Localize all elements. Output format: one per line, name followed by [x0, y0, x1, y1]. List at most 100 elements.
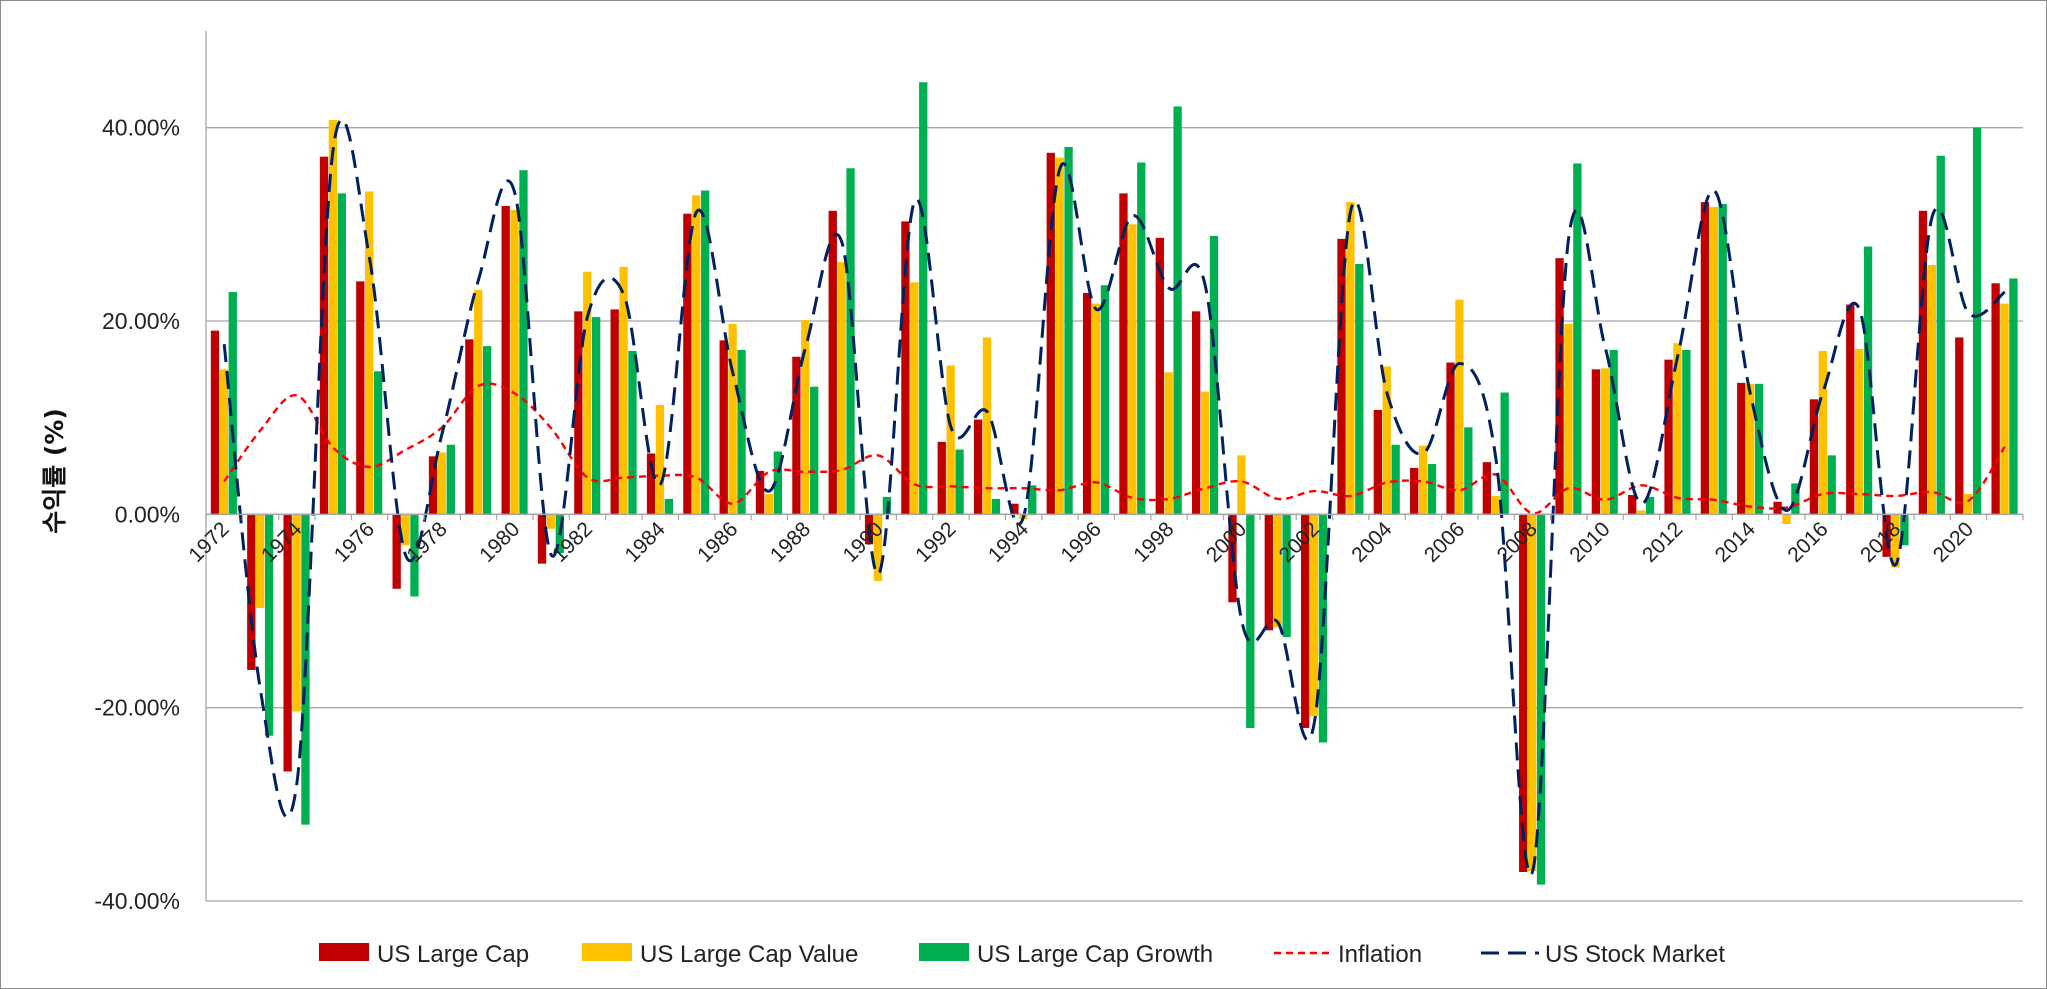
bar-us-large-cap: [973, 419, 983, 515]
bar-us-large-cap: [1482, 462, 1492, 515]
bar-us-large-cap-growth: [1137, 162, 1146, 515]
bar-us-large-cap-growth: [1209, 235, 1219, 515]
x-tick-label: 1986: [693, 518, 742, 567]
line-us-stock-market: [222, 118, 2006, 877]
bar-us-large-cap-value: [1200, 391, 1210, 515]
bar-us-large-cap-value: [1709, 206, 1718, 515]
x-tick-label: 1992: [911, 518, 960, 567]
bar-us-large-cap: [1046, 152, 1055, 515]
legend-label-inflation: Inflation: [1338, 941, 1422, 968]
bar-us-large-cap-growth: [737, 350, 746, 515]
bar-us-large-cap-value: [1164, 372, 1173, 515]
bar-us-large-cap-growth: [1718, 204, 1727, 515]
bar-us-large-cap-value: [728, 323, 737, 515]
legend-label-us-large-cap-value: US Large Cap Value: [640, 941, 858, 968]
bar-us-large-cap: [1010, 503, 1019, 515]
bar-us-large-cap-growth: [1391, 444, 1400, 515]
bar-us-large-cap-value: [1418, 445, 1428, 515]
bar-us-large-cap-growth: [1427, 464, 1437, 515]
bar-us-large-cap-growth: [1972, 127, 1982, 515]
bar-us-large-cap: [1591, 369, 1601, 515]
bar-us-large-cap-growth: [1609, 350, 1618, 515]
bar-us-large-cap-growth: [1827, 455, 1836, 515]
bar-us-large-cap-value: [1346, 202, 1355, 515]
bar-us-large-cap: [1809, 399, 1819, 515]
legend-label-us-large-cap: US Large Cap: [377, 941, 529, 968]
bar-us-large-cap-value: [764, 494, 774, 515]
y-axis-label: 수익률 (%): [40, 408, 69, 534]
bar-us-large-cap-growth: [1791, 483, 1800, 515]
bar-us-large-cap-value: [256, 514, 265, 609]
bar-us-large-cap-value: [692, 195, 701, 515]
bar-us-large-cap: [1264, 514, 1273, 631]
x-tick-label: 2004: [1347, 517, 1397, 567]
x-tick-label: 1982: [548, 518, 597, 567]
bar-us-large-cap: [646, 453, 656, 515]
x-tick-label: 2012: [1638, 518, 1687, 567]
bar-us-large-cap-growth: [410, 514, 419, 597]
bar-us-large-cap: [1773, 501, 1782, 515]
bar-us-large-cap-growth: [810, 386, 819, 515]
bar-us-large-cap: [1119, 193, 1128, 515]
bar-us-large-cap-value: [655, 405, 665, 515]
bar-us-large-cap-growth: [264, 514, 274, 736]
bar-us-large-cap-value: [1055, 157, 1064, 515]
bar-us-large-cap: [1737, 382, 1746, 515]
bar-us-large-cap-value: [1491, 495, 1500, 515]
bar-us-large-cap-growth: [955, 449, 964, 515]
bar-us-large-cap: [1846, 304, 1855, 515]
legend-label-us-large-cap-growth: US Large Cap Growth: [977, 941, 1213, 968]
bar-us-large-cap: [1446, 362, 1455, 515]
bar-us-large-cap: [1337, 238, 1346, 515]
x-tick-label: 2006: [1420, 518, 1469, 567]
bar-us-large-cap-growth: [2009, 278, 2018, 515]
bar-us-large-cap-growth: [1573, 163, 1582, 515]
bar-us-large-cap-growth: [1282, 514, 1291, 638]
bar-us-large-cap-value: [619, 266, 628, 515]
bar-us-large-cap: [1191, 311, 1201, 515]
bar-us-large-cap-value: [1927, 264, 1937, 515]
bar-us-large-cap-growth: [1754, 383, 1764, 515]
bar-us-large-cap: [719, 340, 728, 515]
bar-us-large-cap: [247, 514, 256, 670]
bar-us-large-cap-value: [1309, 514, 1319, 717]
bar-us-large-cap: [901, 221, 910, 515]
bar-us-large-cap-value: [1600, 368, 1609, 515]
bar-us-large-cap-value: [1128, 224, 1137, 515]
bar-us-large-cap-growth: [1318, 514, 1328, 743]
bar-us-large-cap: [937, 441, 946, 515]
x-tick-label: 2016: [1783, 518, 1832, 567]
bar-us-large-cap-growth: [1536, 514, 1546, 885]
lines-layer: [222, 118, 2006, 877]
bar-us-large-cap-growth: [846, 168, 855, 515]
x-axis-ticks: 1972 1974 1976 1978 1980 1982 1984 1986 1988 1990…: [184, 517, 1978, 567]
legend-swatch-us-large-cap: [319, 943, 369, 961]
legend: US Large Cap US Large Cap Value US Large C…: [319, 941, 1725, 968]
y-tick-label: 20.00%: [102, 308, 180, 334]
line-inflation: [223, 382, 2006, 515]
bar-us-large-cap-growth: [1863, 246, 1873, 515]
x-tick-label: 1996: [1057, 518, 1106, 567]
bar-us-large-cap: [1918, 210, 1928, 515]
bar-us-large-cap: [1628, 495, 1637, 515]
bar-us-large-cap-value: [910, 282, 919, 515]
bar-us-large-cap-value: [1636, 510, 1646, 515]
bar-us-large-cap-growth: [483, 346, 492, 515]
bar-us-large-cap: [210, 330, 220, 515]
bar-us-large-cap-growth: [228, 292, 237, 515]
x-tick-label: 1976: [330, 518, 379, 567]
bar-us-large-cap-growth: [1900, 514, 1909, 546]
bar-us-large-cap-value: [946, 365, 955, 515]
y-tick-label: -20.00%: [94, 695, 180, 721]
bar-us-large-cap-value: [1237, 455, 1246, 515]
bar-us-large-cap: [1955, 337, 1964, 515]
y-axis-ticks: -40.00% -20.00% 0.00% 20.00% 40.00%: [94, 115, 180, 914]
bar-us-large-cap-growth: [519, 170, 528, 515]
bar-us-large-cap: [428, 456, 438, 515]
bar-us-large-cap: [792, 356, 801, 515]
bar-us-large-cap-growth: [919, 82, 928, 515]
bar-us-large-cap-growth: [337, 193, 346, 515]
y-tick-label: -40.00%: [94, 888, 180, 914]
x-tick-label: 1994: [984, 517, 1034, 567]
x-tick-label: 1980: [475, 518, 524, 567]
